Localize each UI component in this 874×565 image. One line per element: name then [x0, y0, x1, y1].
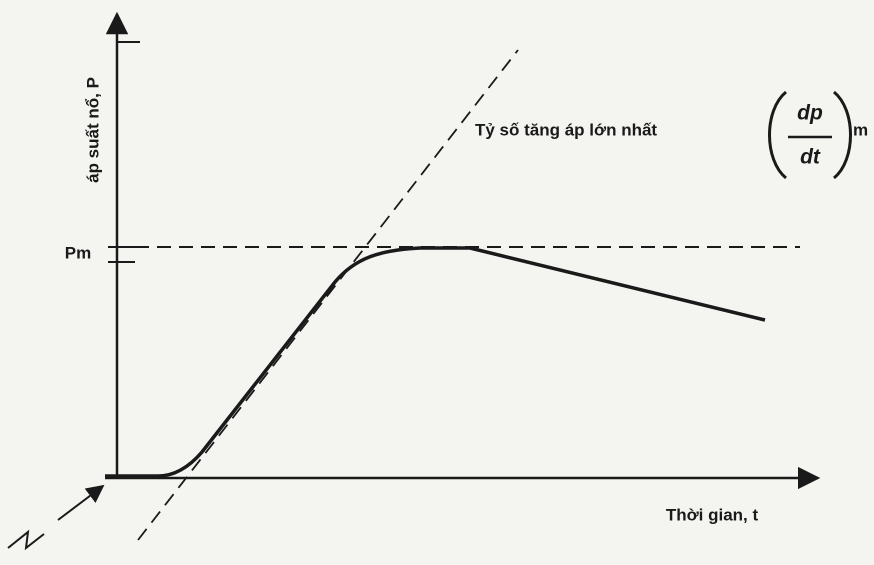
fraction-numerator: dp [797, 102, 823, 125]
y-axis-label: áp suất nổ, P [83, 77, 102, 183]
x-axis-label: Thời gian, t [666, 505, 759, 524]
pm-label: Pm [65, 243, 91, 262]
subscript: m [853, 120, 868, 139]
ignition-arrow [57, 484, 105, 521]
fraction-denominator: dt [800, 146, 821, 169]
annotation-text: Tỷ số tăng áp lớn nhất [475, 120, 657, 139]
pressure-curve [105, 246, 766, 478]
tangent-dashed-line [137, 49, 519, 541]
paren-right [832, 90, 852, 180]
ignition-zigzag [7, 529, 45, 551]
paren-left [768, 90, 788, 180]
